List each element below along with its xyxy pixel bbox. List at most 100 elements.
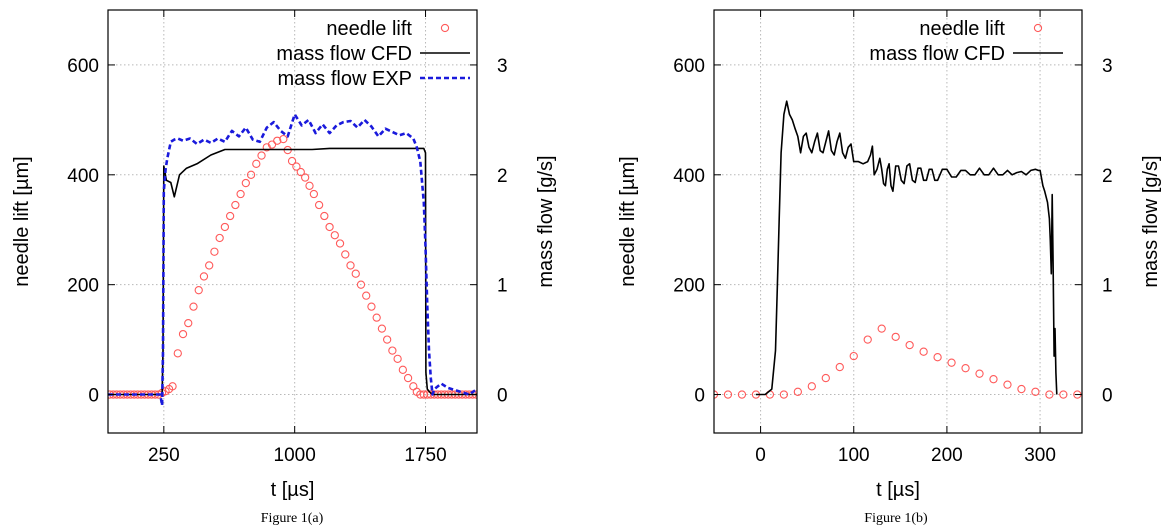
needle-lift-point xyxy=(377,324,387,333)
needle-lift-point xyxy=(351,269,360,278)
y-axis-label: needle lift [µm] xyxy=(11,156,33,286)
plot-frame xyxy=(107,9,478,434)
plot-frame xyxy=(713,9,1083,434)
needle-lift-point xyxy=(367,302,376,311)
needle-lift-point xyxy=(199,272,209,281)
needle-lift-point xyxy=(341,250,350,259)
y-tick-label: 0 xyxy=(694,386,705,407)
legend-entry-label: mass flow EXP xyxy=(278,68,412,90)
needle-lift-point xyxy=(382,335,392,344)
needle-lift-point xyxy=(225,211,235,221)
needle-lift-point xyxy=(314,200,324,210)
legend-entry-label: needle lift xyxy=(326,18,412,40)
needle-lift-point xyxy=(292,162,301,171)
needle-lift-point xyxy=(231,200,240,210)
needle-lift-point xyxy=(961,364,970,373)
needle-lift-point xyxy=(257,151,266,160)
needle-lift-point xyxy=(398,365,408,374)
needle-lift-point xyxy=(356,280,366,289)
needle-lift-point xyxy=(933,353,942,362)
y2-tick-label: 1 xyxy=(497,276,508,297)
y2-axis-label: mass flow [g/s] xyxy=(535,155,557,287)
y-tick-label: 200 xyxy=(67,276,99,297)
series-mass-flow-cfd xyxy=(755,100,1058,396)
series-needle-lift xyxy=(108,134,477,399)
y2-tick-label: 3 xyxy=(497,56,508,77)
y2-tick-label: 0 xyxy=(1102,386,1113,407)
chart-panel-a: 250 1000 1750 0 200 400 600 0 1 2 3 t [µs] needle li… xyxy=(11,9,557,526)
legend-entry-label: needle lift xyxy=(919,18,1005,40)
y-tick-label: 400 xyxy=(673,166,705,187)
series-mass-flow-cfd xyxy=(108,147,477,396)
figure-caption: Figure 1(b) xyxy=(864,511,928,526)
needle-lift-point xyxy=(1045,390,1054,399)
y2-tick-label: 3 xyxy=(1102,56,1113,77)
legend-entry-label: mass flow CFD xyxy=(276,43,412,65)
x-tick-label: 200 xyxy=(931,445,963,466)
y-tick-label: 600 xyxy=(67,56,99,77)
needle-lift-point xyxy=(849,351,858,361)
needle-lift-point xyxy=(793,387,802,396)
needle-lift-point xyxy=(305,181,314,190)
x-tick-label: 1750 xyxy=(404,445,446,466)
needle-lift-point xyxy=(325,222,334,232)
needle-lift-point xyxy=(1003,380,1012,389)
needle-lift-point xyxy=(393,354,402,363)
needle-lift-point xyxy=(241,178,250,188)
x-tick-label: 1000 xyxy=(274,445,316,466)
y-tick-label: 200 xyxy=(673,276,705,297)
needle-lift-point xyxy=(835,362,844,372)
needle-lift-point xyxy=(335,239,345,248)
y-tick-label: 600 xyxy=(673,56,705,77)
legend: needle lift mass flow CFD xyxy=(869,18,1063,65)
needle-lift-point xyxy=(947,358,956,367)
needle-lift-point xyxy=(267,140,277,149)
x-axis-label: t [µs] xyxy=(271,479,315,501)
x-axis-label: t [µs] xyxy=(876,479,920,501)
needle-lift-point xyxy=(215,233,224,243)
needle-lift-point xyxy=(737,390,747,399)
needle-lift-point xyxy=(184,318,193,328)
needle-lift-point xyxy=(236,189,245,199)
needle-lift-point xyxy=(330,231,339,240)
legend-entry-label: mass flow CFD xyxy=(869,43,1005,65)
needle-lift-point xyxy=(1017,384,1026,394)
needle-lift-point xyxy=(807,382,816,391)
needle-lift-point xyxy=(1059,390,1068,399)
needle-lift-point xyxy=(273,136,282,145)
needle-lift-point xyxy=(779,390,789,399)
y2-axis-label: mass flow [g/s] xyxy=(1140,155,1162,287)
figure-caption: Figure 1(a) xyxy=(261,511,324,526)
needle-lift-point xyxy=(173,349,182,358)
needle-lift-point xyxy=(205,261,214,270)
needle-lift-point xyxy=(821,373,830,383)
legend-marker-circle xyxy=(1033,23,1043,33)
needle-lift-point xyxy=(296,167,305,177)
needle-lift-point xyxy=(178,329,188,339)
y2-tick-label: 2 xyxy=(497,166,508,187)
needle-lift-point xyxy=(863,335,872,344)
series-needle-lift xyxy=(714,324,1082,399)
needle-lift-point xyxy=(300,173,310,182)
needle-lift-point xyxy=(403,373,413,383)
needle-lift-point xyxy=(346,261,355,270)
x-tick-label: 250 xyxy=(148,445,180,466)
needle-lift-point xyxy=(279,134,288,144)
y2-tick-label: 1 xyxy=(1102,276,1113,297)
series-mass-flow-exp xyxy=(108,113,477,407)
needle-lift-point xyxy=(309,189,319,199)
needle-lift-point xyxy=(194,286,203,295)
needle-lift-point xyxy=(975,369,984,378)
needle-lift-point xyxy=(905,340,914,350)
needle-lift-point xyxy=(362,291,371,300)
needle-lift-point xyxy=(388,346,397,355)
needle-lift-point xyxy=(1031,387,1040,396)
legend: needle lift mass flow CFD mass flow EXP xyxy=(276,18,470,90)
needle-lift-point xyxy=(287,156,297,166)
needle-lift-point xyxy=(723,390,733,399)
needle-lift-point xyxy=(919,347,928,356)
needle-lift-point xyxy=(877,324,886,333)
needle-lift-point xyxy=(246,170,256,179)
needle-lift-point xyxy=(372,313,381,322)
x-tick-label: 100 xyxy=(838,445,870,466)
